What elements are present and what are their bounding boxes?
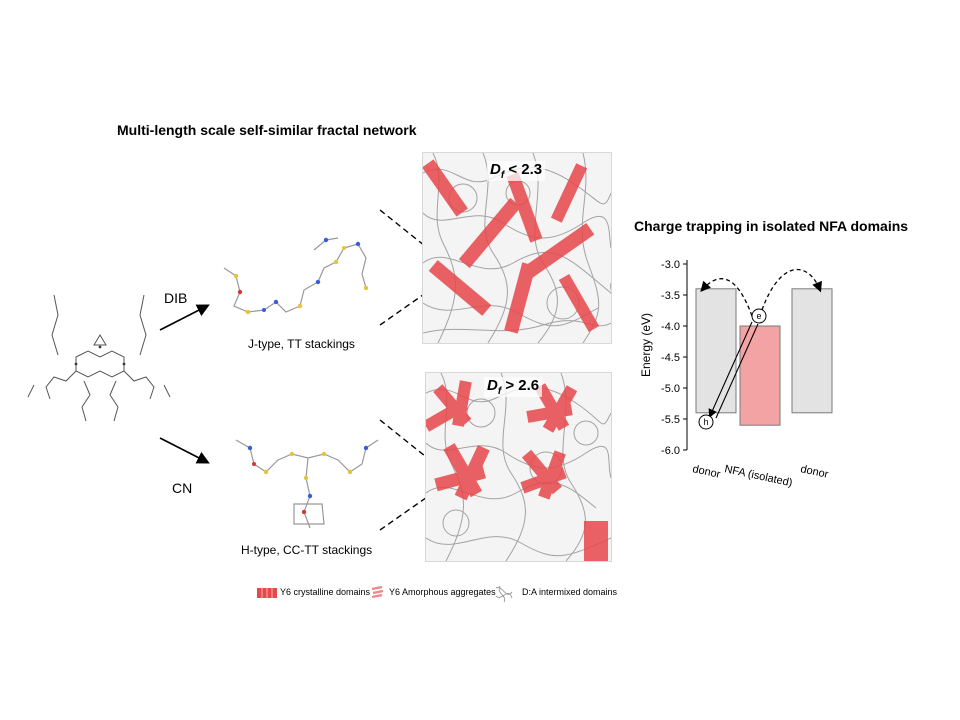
y-tick-label: -3.5 — [661, 290, 680, 302]
fractal-network-cn-image — [426, 373, 611, 561]
h-type-caption: H-type, CC-TT stackings — [241, 543, 373, 557]
x-labels: donor NFA (isolated) donor — [691, 463, 829, 489]
electron-label: e — [756, 311, 761, 321]
energy-bar-0 — [695, 288, 737, 414]
x-label-2: donor — [799, 463, 829, 481]
y-tick-label: -4.5 — [661, 352, 680, 364]
hole-label: h — [703, 417, 708, 427]
zoom-guide-lines — [379, 209, 431, 531]
crystalline-cluster-right — [520, 449, 567, 500]
energy-bar-2 — [791, 288, 833, 414]
loose-aggregate-icon — [371, 586, 384, 599]
dib-arrow — [159, 304, 210, 331]
hop-arrow-right — [761, 268, 822, 311]
df-label-cn: Df > 2.6 — [484, 377, 543, 398]
hop-arrow-left — [700, 278, 753, 317]
recombination-line — [715, 323, 759, 419]
cn-label: CN — [172, 480, 193, 496]
y-tick-label: -5.5 — [661, 414, 680, 426]
hole-icon — [698, 414, 714, 430]
tangled-network-icon — [495, 585, 513, 602]
legend: Y6 crystalline domains Y6 Amorphous aggr… — [256, 584, 636, 604]
crystalline-cluster-top-left — [426, 380, 472, 432]
legend-label-intermixed: D:A intermixed domains — [522, 587, 618, 597]
process-arrows — [159, 304, 210, 464]
y-tick-label: -3.0 — [661, 259, 680, 271]
j-type-dimer-icon — [223, 237, 369, 315]
energy-bar-1 — [739, 325, 781, 426]
h-type-trimer-icon — [235, 439, 379, 529]
right-title: Charge trapping in isolated NFA domains — [634, 218, 909, 234]
stacked-fibril-icon — [257, 588, 277, 598]
cn-arrow — [159, 437, 210, 464]
legend-label-crystalline: Y6 crystalline domains — [280, 587, 371, 597]
crystalline-cluster-center — [434, 443, 490, 501]
fractal-network-dib-image — [423, 153, 611, 343]
recombination-arrow — [708, 321, 753, 419]
j-type-caption: J-type, TT stackings — [248, 337, 355, 351]
y-tick-label: -4.0 — [661, 321, 680, 333]
y-ticks: -3.0 -3.5 -4.0 -4.5 -5.0 -5.5 -6.0 — [661, 259, 687, 457]
morphology-panel-cn: Df > 2.6 — [425, 372, 612, 562]
crystalline-cluster-top-right — [526, 383, 578, 433]
y-tick-label: -5.0 — [661, 383, 680, 395]
left-title: Multi-length scale self-similar fractal … — [117, 122, 417, 138]
x-label-0: donor — [691, 463, 721, 481]
dib-label: DIB — [164, 290, 188, 306]
electron-icon — [751, 308, 767, 324]
y-axis-label: Energy (eV) — [640, 313, 653, 377]
x-label-1: NFA (isolated) — [723, 463, 793, 489]
df-label-dib: Df < 2.3 — [487, 161, 546, 182]
legend-label-amorphous: Y6 Amorphous aggregates — [389, 587, 496, 597]
y6-molecule-icon — [27, 294, 171, 422]
morphology-panel-dib: Df < 2.3 — [422, 152, 612, 344]
energy-bars — [695, 288, 833, 426]
energy-level-chart: Energy (eV) -3.0 -3.5 -4.0 -4.5 -5.0 -5.5 -6.0… — [640, 259, 833, 489]
y-tick-label: -6.0 — [661, 445, 680, 457]
